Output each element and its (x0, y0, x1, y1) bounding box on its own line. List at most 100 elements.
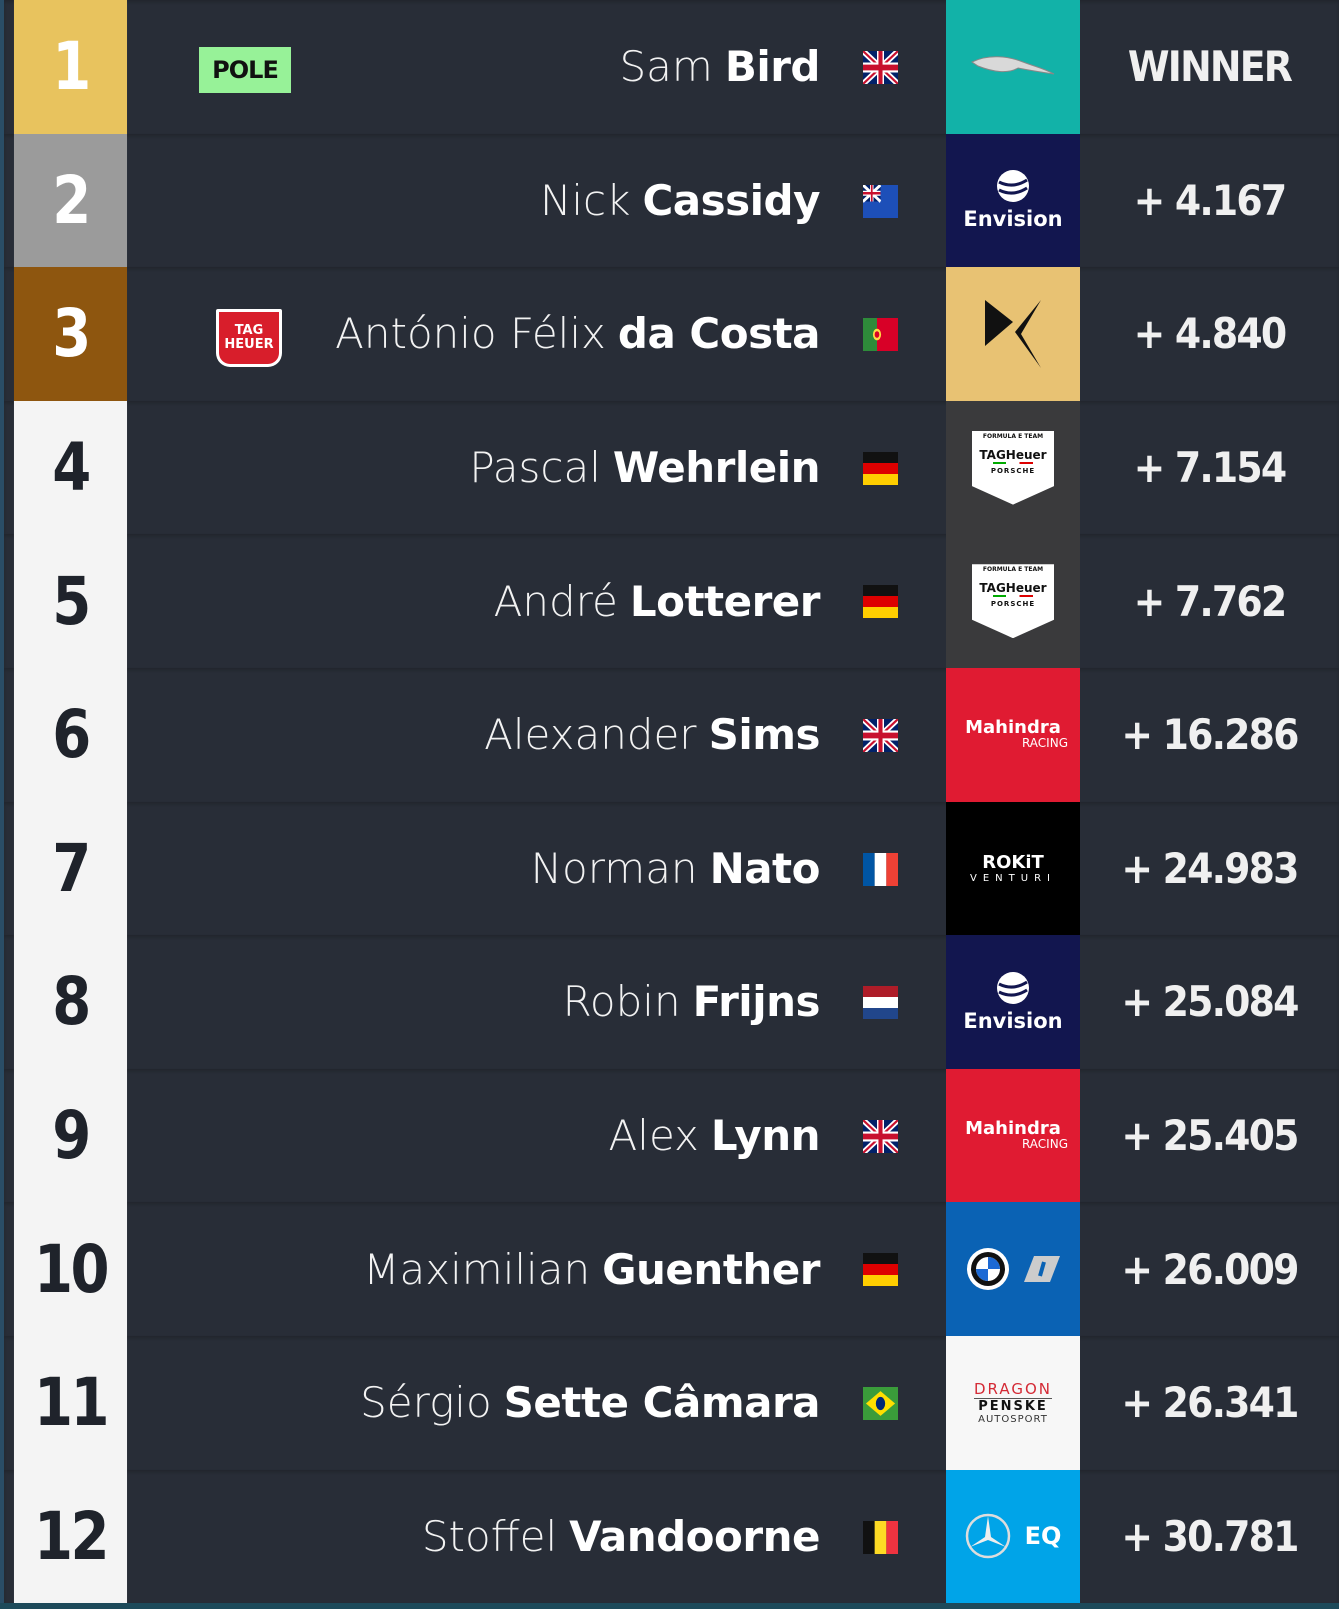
result-row: 8 Robin Frijns Envision + 25.084 (4, 935, 1339, 1069)
flag-br-icon (863, 1387, 898, 1420)
driver-name: Sérgio Sette Câmara (360, 1336, 820, 1470)
driver-first-name: Maximilian (363, 1244, 591, 1294)
flag-nz-icon (863, 184, 898, 218)
driver-last-name: Vandoorne (569, 1511, 820, 1561)
driver-last-name: Guenther (602, 1244, 820, 1294)
team-logo (946, 1202, 1080, 1336)
result-row: 2 Nick Cassidy Envision + 4.167 (4, 133, 1339, 268)
position-number: 6 (13, 668, 128, 802)
gap-time: + 7.154 (1133, 443, 1288, 493)
team-logo: Envision (946, 935, 1080, 1069)
position-number: 10 (13, 1202, 128, 1336)
team-logo: DRAGON PENSKE AUTOSPORT (946, 1336, 1080, 1470)
result-row: 11 Sérgio Sette Câmara DRAGON PENSKE AUTOSPOR… (4, 1336, 1339, 1470)
position-number: 12 (13, 1469, 128, 1604)
team-label: Mahindra (965, 1117, 1061, 1139)
gap-time: + 26.341 (1121, 1378, 1299, 1428)
driver-first-name: Alexander (484, 710, 697, 760)
position-number: 2 (13, 133, 128, 268)
position-number: 8 (13, 935, 128, 1069)
driver-first-name: Alex (608, 1111, 699, 1161)
driver-name: António Félix da Costa (335, 267, 820, 401)
results-table: 1 POLE Sam Bird WINNER 2 Nick Cassidy Envision + … (4, 0, 1339, 1604)
position-number: 9 (13, 1068, 128, 1203)
team-label: EQ (1024, 1522, 1062, 1551)
team-label: DRAGON (973, 1380, 1052, 1400)
driver-name: Maximilian Guenther (363, 1202, 820, 1336)
gap-time: + 24.983 (1121, 843, 1299, 893)
result-row: 10 Maximilian Guenther + 26.009 (4, 1202, 1339, 1336)
position-number: 7 (13, 801, 128, 936)
driver-first-name: Robin (562, 977, 681, 1027)
gap-time: + 4.167 (1133, 175, 1288, 225)
flag-gb-icon (863, 51, 898, 84)
bmw-i-logo (966, 1247, 1060, 1291)
result-row: 1 POLE Sam Bird WINNER (4, 0, 1339, 134)
driver-name: Nick Cassidy (539, 134, 821, 268)
bottom-strip (0, 1603, 1339, 1609)
driver-first-name: Sérgio (360, 1378, 492, 1428)
porsche-shield-logo: FORMULA E TEAM TAGHeuer PORSCHE (972, 564, 1054, 639)
result-row: 4 Pascal Wehrlein FORMULA E TEAM TAGHeuer POR… (4, 400, 1339, 535)
position-number: 4 (13, 400, 128, 535)
team-logo: ROKiT VENTURI (946, 801, 1080, 936)
driver-name: Stoffel Vandoorne (421, 1470, 821, 1604)
mercedes-star-icon (965, 1514, 1010, 1559)
ds-logo-icon (985, 299, 1041, 368)
driver-last-name: Sims (708, 710, 821, 760)
flag-de-icon (863, 1253, 898, 1287)
flag-be-icon (863, 1520, 898, 1554)
driver-last-name: Lynn (710, 1111, 821, 1161)
result-row: 7 Norman Nato ROKiT VENTURI + 24.983 (4, 801, 1339, 936)
position-number: 5 (13, 534, 128, 668)
flag-pt-icon (863, 318, 898, 352)
team-label: Envision (963, 1008, 1063, 1033)
driver-name: Norman Nato (530, 802, 821, 936)
pole-badge: POLE (199, 47, 291, 93)
gap-time: + 16.286 (1121, 710, 1299, 760)
team-logo: FORMULA E TEAM TAGHeuer PORSCHE (946, 534, 1080, 668)
result-row: 3 TAG HEUER António Félix da Costa + 4.840 (4, 267, 1339, 401)
driver-first-name: André (493, 576, 618, 626)
driver-last-name: da Costa (617, 309, 821, 359)
result-row: 5 André Lotterer FORMULA E TEAM TAGHeuer PORS… (4, 534, 1339, 668)
team-logo: Mahindra RACING (946, 1068, 1080, 1203)
driver-last-name: Bird (724, 42, 821, 92)
bmw-i-icon (1024, 1256, 1060, 1283)
team-label: Mahindra (965, 716, 1061, 738)
jaguar-logo-icon (971, 56, 1055, 75)
gap-time: + 30.781 (1121, 1511, 1299, 1561)
position-number: 3 (13, 267, 128, 401)
envision-globe-icon (997, 170, 1029, 203)
team-logo (946, 0, 1080, 134)
driver-first-name: Nick (539, 175, 631, 225)
team-logo: Mahindra RACING (946, 668, 1080, 802)
driver-name: Alex Lynn (608, 1069, 821, 1203)
driver-name: André Lotterer (493, 534, 821, 668)
driver-last-name: Sette Câmara (503, 1378, 821, 1428)
driver-last-name: Lotterer (629, 576, 821, 626)
gap-time: + 4.840 (1133, 309, 1288, 359)
gap-time: + 25.405 (1121, 1111, 1299, 1161)
driver-first-name: Norman (530, 843, 698, 893)
position-number: 1 (13, 0, 128, 134)
flag-fr-icon (863, 852, 898, 886)
flag-de-icon (863, 585, 898, 619)
driver-last-name: Frijns (692, 977, 821, 1027)
gap-time: + 7.762 (1133, 576, 1288, 626)
flag-gb-icon (863, 1119, 898, 1153)
position-number: 11 (13, 1336, 128, 1470)
left-edge (0, 0, 4, 1609)
driver-last-name: Cassidy (642, 175, 820, 225)
porsche-shield-logo: FORMULA E TEAM TAGHeuer PORSCHE (972, 430, 1054, 505)
envision-globe-icon (997, 971, 1029, 1004)
team-logo: FORMULA E TEAM TAGHeuer PORSCHE (946, 400, 1080, 535)
gap-time: + 25.084 (1121, 977, 1299, 1027)
flag-gb-icon (863, 719, 898, 752)
driver-first-name: Stoffel (421, 1511, 558, 1561)
gap-time: WINNER (1127, 42, 1293, 92)
result-row: 9 Alex Lynn Mahindra RACING + 25.405 (4, 1068, 1339, 1203)
driver-name: Robin Frijns (562, 935, 821, 1069)
driver-last-name: Nato (709, 843, 821, 893)
driver-first-name: Sam (619, 42, 713, 92)
